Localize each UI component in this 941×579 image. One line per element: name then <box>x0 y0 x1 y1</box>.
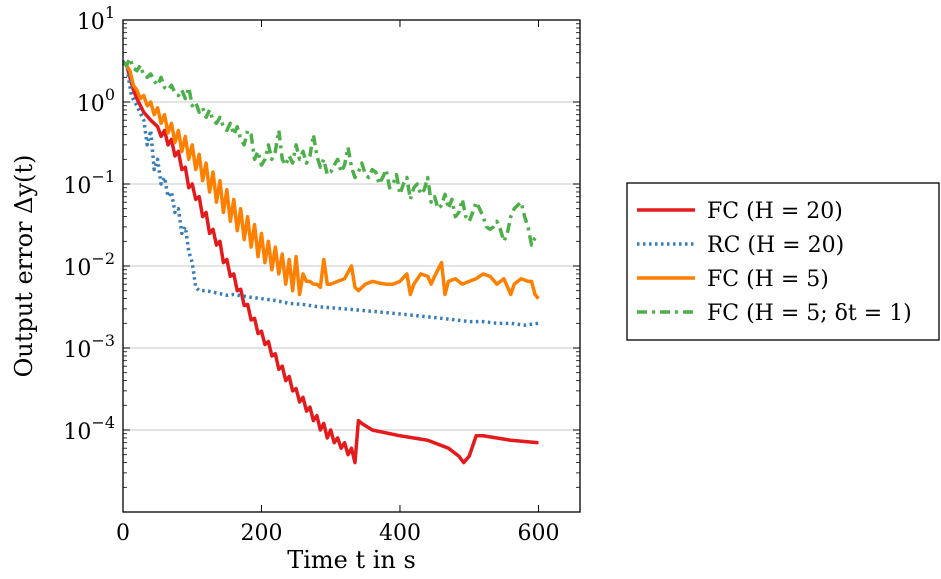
series-line-2 <box>122 58 539 327</box>
y-tick-label: 10−2 <box>63 249 115 281</box>
x-tick-label: 0 <box>116 521 130 546</box>
x-tick-label: 200 <box>240 521 282 546</box>
legend-label: FC (H = 20) <box>707 199 843 224</box>
y-tick-label: 10−1 <box>63 167 115 199</box>
x-tick-label: 400 <box>379 521 421 546</box>
legend-label: RC (H = 20) <box>707 233 844 258</box>
series-line-3 <box>121 61 540 300</box>
x-axis-ticks: 0 200 400 600 <box>116 20 559 546</box>
series-line-1 <box>122 61 539 465</box>
x-axis-title: Time t in s <box>287 546 416 574</box>
x-tick-label: 600 <box>517 521 559 546</box>
y-tick-label: 10−3 <box>63 331 115 363</box>
legend-label: FC (H = 5; δt = 1) <box>707 301 912 326</box>
series-line-4 <box>121 56 540 247</box>
grid-layer <box>123 19 580 431</box>
y-axis-ticks: 101 100 10−1 10−2 10−3 10−4 <box>63 3 580 445</box>
series-layer <box>121 56 540 465</box>
y-tick-label: 10−4 <box>63 413 115 445</box>
y-tick-label: 100 <box>77 85 115 117</box>
minor-ticks <box>123 23 580 488</box>
legend-label: FC (H = 5) <box>707 267 829 292</box>
y-tick-label: 101 <box>77 3 115 35</box>
legend: FC (H = 20) RC (H = 20) FC (H = 5) FC (H = … <box>626 182 940 341</box>
y-axis-title: Output error Δy(t) <box>10 155 38 378</box>
